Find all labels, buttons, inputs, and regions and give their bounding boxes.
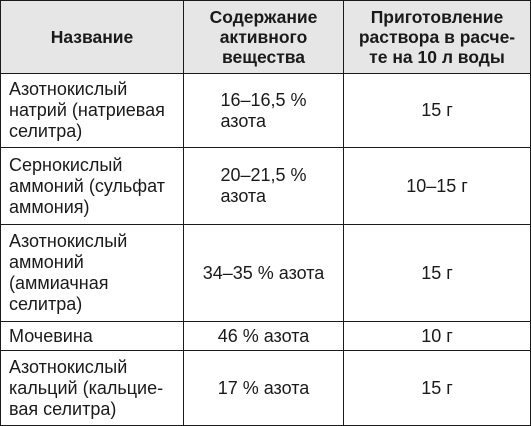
cell-name: Азотнокислый аммоний (аммиачная селитра) [0, 224, 184, 322]
table-row: Азотнокислый кальций (кальцие- вая селит… [0, 350, 531, 426]
cell-content: 34–35 % азота [183, 224, 344, 322]
cell-content: 46 % азота [183, 321, 344, 351]
table-row: Мочевина 46 % азота 10 г [0, 321, 531, 351]
header-content: Содержание активного вещества [183, 0, 344, 74]
cell-prep: 10–15 г [343, 147, 531, 225]
cell-content: 16–16,5 % азота [183, 73, 344, 148]
cell-name: Азотнокислый натрий (натриевая селитра) [0, 73, 184, 148]
header-row: Название Содержание активного вещества П… [0, 0, 531, 74]
cell-name: Сернокислый аммоний (сульфат аммония) [0, 147, 184, 225]
table-row: Сернокислый аммоний (сульфат аммония) 20… [0, 147, 531, 225]
cell-prep: 10 г [343, 321, 531, 351]
cell-prep: 15 г [343, 350, 531, 426]
cell-prep: 15 г [343, 224, 531, 322]
table-row: Азотнокислый натрий (натриевая селитра) … [0, 73, 531, 148]
cell-name: Мочевина [0, 321, 184, 351]
cell-name: Азотнокислый кальций (кальцие- вая селит… [0, 350, 184, 426]
cell-content: 20–21,5 % азота [183, 147, 344, 225]
cell-prep: 15 г [343, 73, 531, 148]
table-row: Азотнокислый аммоний (аммиачная селитра)… [0, 224, 531, 322]
cell-content: 17 % азота [183, 350, 344, 426]
header-prep: Приготовление раствора в расче- те на 10… [343, 0, 531, 74]
header-name: Название [0, 0, 184, 74]
